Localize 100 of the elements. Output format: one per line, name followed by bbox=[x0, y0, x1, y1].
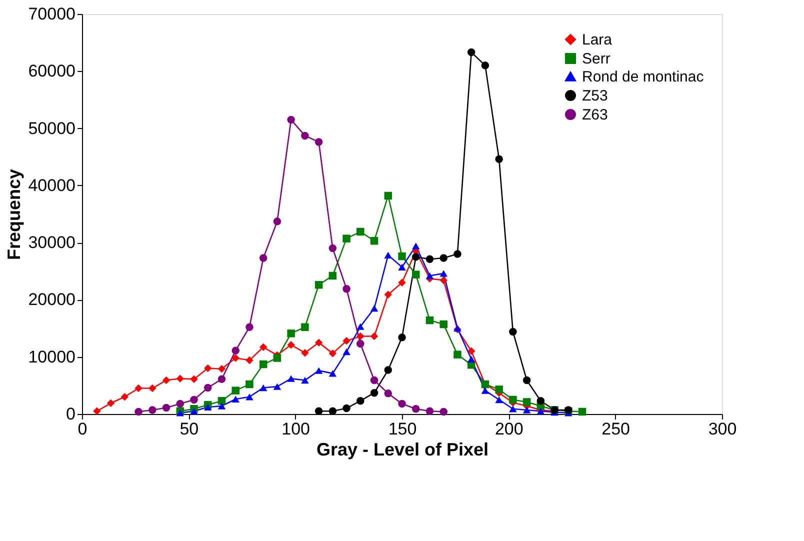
point bbox=[426, 316, 434, 324]
point bbox=[204, 404, 212, 410]
point bbox=[273, 218, 282, 226]
point bbox=[356, 323, 364, 330]
y-tick-label: 10000 bbox=[28, 347, 76, 366]
point bbox=[162, 404, 170, 412]
x-tick-label: 300 bbox=[708, 420, 737, 438]
point bbox=[342, 336, 350, 345]
point bbox=[342, 234, 350, 242]
point bbox=[218, 396, 226, 405]
point bbox=[218, 364, 226, 373]
point bbox=[495, 386, 503, 394]
x-tick-label: 200 bbox=[494, 420, 524, 438]
point bbox=[522, 376, 531, 384]
legend-label: Z53 bbox=[582, 88, 608, 104]
x-axis-title: Gray - Level of Pixel bbox=[316, 440, 489, 460]
legend-label: Rond de montinac bbox=[582, 68, 704, 86]
x-tick-label: 100 bbox=[282, 420, 310, 438]
point bbox=[412, 252, 420, 261]
point bbox=[467, 48, 476, 56]
legend-label: Z63 bbox=[582, 106, 608, 124]
point bbox=[426, 407, 434, 416]
point bbox=[384, 366, 392, 374]
point bbox=[370, 304, 378, 312]
point bbox=[259, 254, 268, 262]
point bbox=[218, 402, 226, 410]
point bbox=[578, 408, 586, 416]
point bbox=[176, 374, 184, 382]
point bbox=[426, 255, 434, 264]
point bbox=[412, 242, 420, 250]
y-tick-label: 0 bbox=[66, 404, 76, 424]
point bbox=[384, 290, 392, 298]
point bbox=[328, 244, 337, 252]
point bbox=[370, 376, 378, 384]
point bbox=[190, 375, 198, 384]
point bbox=[536, 396, 545, 405]
point bbox=[342, 348, 350, 356]
legend-label: Lara bbox=[582, 32, 613, 48]
point bbox=[246, 356, 254, 364]
point bbox=[467, 347, 476, 356]
point bbox=[398, 400, 406, 408]
point bbox=[356, 228, 364, 236]
point bbox=[454, 350, 462, 358]
point bbox=[176, 410, 184, 416]
y-tick-label: 20000 bbox=[28, 290, 76, 310]
point bbox=[398, 278, 406, 286]
point bbox=[495, 396, 503, 404]
point bbox=[481, 62, 490, 70]
point bbox=[440, 270, 448, 277]
point bbox=[384, 192, 392, 200]
point bbox=[301, 348, 309, 357]
point bbox=[328, 272, 337, 280]
point bbox=[287, 330, 295, 338]
point bbox=[509, 396, 517, 404]
point bbox=[314, 338, 323, 346]
point bbox=[246, 323, 254, 332]
point bbox=[287, 340, 295, 349]
point bbox=[440, 408, 448, 416]
point bbox=[412, 404, 420, 413]
point bbox=[342, 404, 350, 412]
point bbox=[148, 406, 156, 414]
point bbox=[495, 155, 503, 164]
point bbox=[162, 376, 170, 384]
point bbox=[356, 340, 364, 348]
x-tick-label: 250 bbox=[602, 420, 630, 438]
point bbox=[287, 116, 295, 124]
point bbox=[356, 332, 364, 340]
point bbox=[301, 376, 309, 384]
point bbox=[232, 396, 240, 402]
y-tick-label: 30000 bbox=[28, 233, 76, 252]
point bbox=[148, 384, 156, 392]
point bbox=[356, 396, 364, 405]
point bbox=[440, 320, 448, 328]
point bbox=[232, 386, 240, 394]
point bbox=[287, 375, 295, 382]
point bbox=[440, 276, 448, 284]
x-tick-label: 150 bbox=[388, 420, 417, 438]
y-tick-label: 50000 bbox=[28, 118, 76, 138]
point bbox=[259, 360, 268, 368]
point bbox=[522, 406, 531, 414]
point bbox=[426, 272, 434, 280]
point bbox=[370, 388, 378, 397]
y-tick-label: 60000 bbox=[28, 62, 76, 81]
point bbox=[384, 252, 392, 258]
x-tick-label: 50 bbox=[180, 420, 199, 438]
point bbox=[467, 356, 476, 362]
point bbox=[301, 323, 309, 332]
point bbox=[259, 384, 268, 392]
point bbox=[370, 236, 378, 245]
point bbox=[190, 408, 198, 414]
point bbox=[134, 408, 142, 416]
point bbox=[314, 280, 323, 289]
point bbox=[120, 392, 129, 401]
point bbox=[370, 332, 378, 340]
point bbox=[204, 364, 212, 372]
point bbox=[301, 132, 309, 140]
y-tick-label: 70000 bbox=[28, 4, 76, 24]
point bbox=[314, 138, 323, 146]
point bbox=[328, 350, 337, 358]
point bbox=[384, 390, 392, 398]
